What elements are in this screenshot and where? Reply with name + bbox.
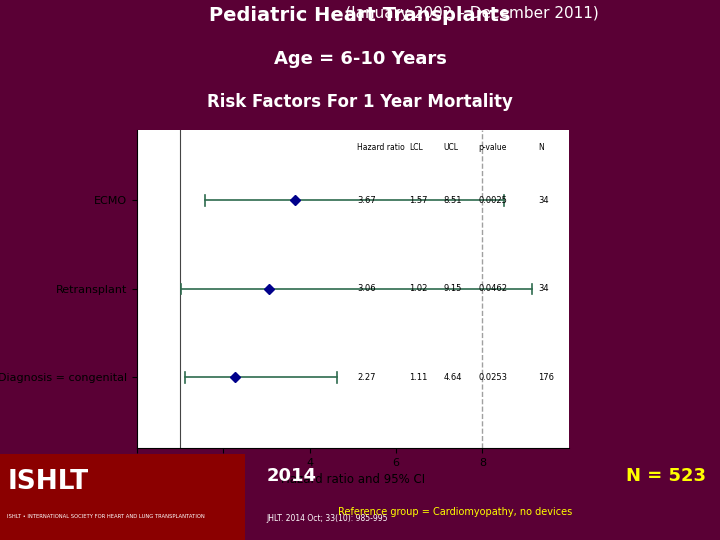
- Text: 1.11: 1.11: [409, 373, 428, 382]
- Text: Pediatric Heart Transplants: Pediatric Heart Transplants: [210, 6, 510, 25]
- Text: 2014: 2014: [266, 467, 316, 484]
- X-axis label: Hazard ratio and 95% CI: Hazard ratio and 95% CI: [281, 474, 425, 487]
- Text: Reference group = Cardiomyopathy, no devices: Reference group = Cardiomyopathy, no dev…: [338, 507, 572, 517]
- Bar: [0, 454, 245, 540]
- Text: 3.06: 3.06: [357, 285, 376, 293]
- Text: 8.51: 8.51: [444, 196, 462, 205]
- Text: 9.15: 9.15: [444, 285, 462, 293]
- Text: 0.0253: 0.0253: [478, 373, 507, 382]
- Text: 176: 176: [539, 373, 554, 382]
- Text: 0.0462: 0.0462: [478, 285, 507, 293]
- Text: 3.67: 3.67: [357, 196, 376, 205]
- Text: 4.64: 4.64: [444, 373, 462, 382]
- Text: Hazard ratio: Hazard ratio: [357, 143, 405, 152]
- Text: LCL: LCL: [409, 143, 423, 152]
- Text: 34: 34: [539, 196, 549, 205]
- Text: UCL: UCL: [444, 143, 459, 152]
- Text: 0.0025: 0.0025: [478, 196, 507, 205]
- Text: 34: 34: [539, 285, 549, 293]
- Text: 1.02: 1.02: [409, 285, 428, 293]
- Text: ISHLT: ISHLT: [7, 469, 89, 495]
- Text: p-value: p-value: [478, 143, 506, 152]
- Text: N: N: [539, 143, 544, 152]
- Text: Age = 6-10 Years: Age = 6-10 Years: [274, 50, 446, 68]
- Text: ISHLT • INTERNATIONAL SOCIETY FOR HEART AND LUNG TRANSPLANTATION: ISHLT • INTERNATIONAL SOCIETY FOR HEART …: [7, 514, 205, 519]
- Text: JHLT. 2014 Oct; 33(10): 985-995: JHLT. 2014 Oct; 33(10): 985-995: [266, 514, 388, 523]
- Text: 2.27: 2.27: [357, 373, 376, 382]
- Text: 1.57: 1.57: [409, 196, 428, 205]
- Text: (January 2002 – December 2011): (January 2002 – December 2011): [121, 6, 599, 21]
- Text: Risk Factors For 1 Year Mortality: Risk Factors For 1 Year Mortality: [207, 93, 513, 111]
- Text: N = 523: N = 523: [626, 467, 706, 484]
